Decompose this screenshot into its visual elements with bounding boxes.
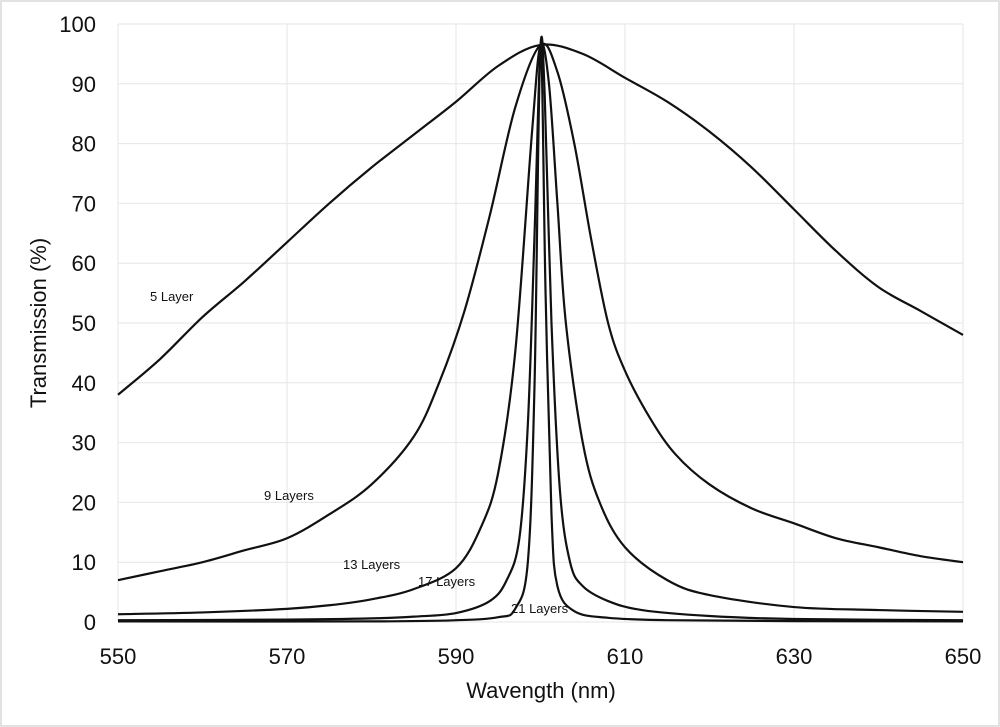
y-tick-label: 0 xyxy=(84,610,96,635)
y-tick-label: 80 xyxy=(72,132,96,157)
y-tick-label: 100 xyxy=(59,12,96,37)
annotation-5-layer: 5 Layer xyxy=(150,289,194,304)
series-line-13-layers xyxy=(117,42,964,616)
grid-lines xyxy=(117,23,964,623)
x-tick-label: 570 xyxy=(269,644,306,669)
x-tick-label: 650 xyxy=(945,644,982,669)
annotation-17-layers: 17 Layers xyxy=(418,574,476,589)
series-line-9-layers xyxy=(117,42,964,582)
y-tick-label: 70 xyxy=(72,191,96,216)
x-axis-title: Wavength (nm) xyxy=(466,678,616,703)
annotation-9-layers: 9 Layers xyxy=(264,488,314,503)
y-axis-title: Transmission (%) xyxy=(26,238,51,408)
x-tick-label: 550 xyxy=(100,644,137,669)
series-line-5-layer xyxy=(117,43,964,396)
y-tick-label: 10 xyxy=(72,550,96,575)
y-tick-label: 50 xyxy=(72,311,96,336)
y-tick-label: 90 xyxy=(72,72,96,97)
y-tick-label: 30 xyxy=(72,431,96,456)
y-tick-label: 20 xyxy=(72,490,96,515)
y-tick-label: 40 xyxy=(72,371,96,396)
tick-labels: 0 10 20 30 40 50 60 70 80 90 100 550 570 590 610 630 650 xyxy=(59,12,981,669)
x-tick-label: 630 xyxy=(776,644,813,669)
series-line-17-layers xyxy=(117,35,964,622)
series-curves xyxy=(117,35,964,623)
series-line-21-layers xyxy=(117,43,964,623)
y-tick-label: 60 xyxy=(72,251,96,276)
x-tick-label: 590 xyxy=(438,644,475,669)
annotation-21-layers: 21 Layers xyxy=(511,601,569,616)
annotation-13-layers: 13 Layers xyxy=(343,557,401,572)
x-tick-label: 610 xyxy=(607,644,644,669)
